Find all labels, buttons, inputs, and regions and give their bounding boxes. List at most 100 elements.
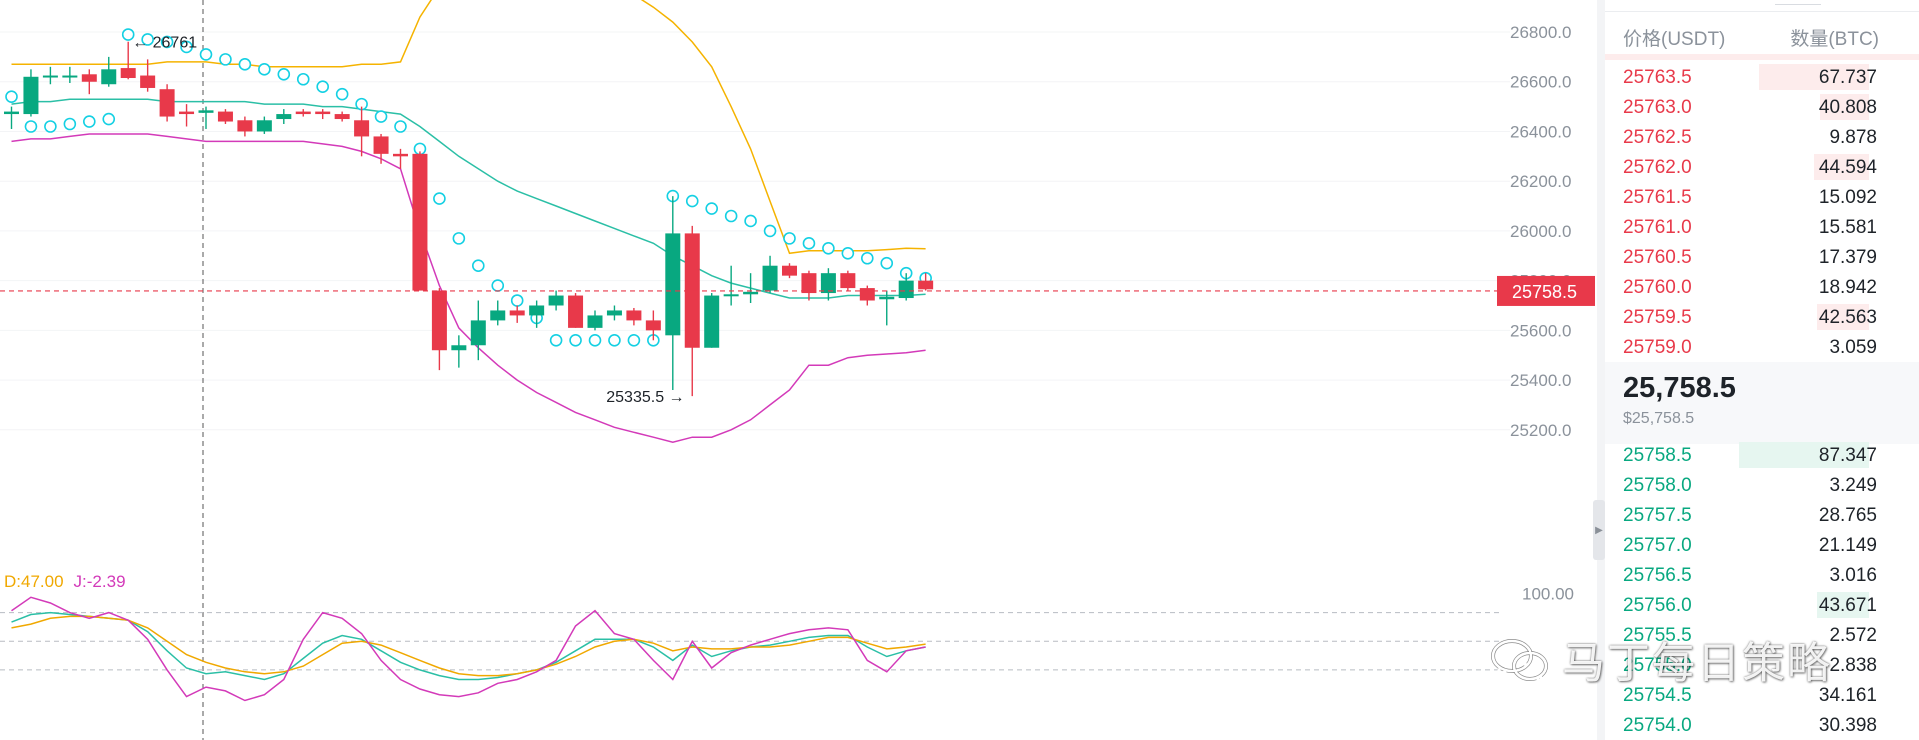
sar-point [141, 33, 154, 46]
candlestick-chart[interactable]: 26800.026600.026400.026200.026000.025800… [0, 0, 1605, 740]
candle [587, 310, 603, 331]
sar-point [841, 246, 855, 260]
ask-row[interactable]: 25761.0 15.581 [1605, 212, 1919, 242]
ask-row[interactable]: 25760.0 18.942 [1605, 272, 1919, 302]
depth-bar [1819, 94, 1869, 120]
watermark-text: 马丁每日策略 [1562, 640, 1832, 688]
candle [859, 285, 875, 306]
bid-row[interactable]: 25756.5 3.016 [1605, 560, 1919, 590]
ask-quantity: 18.942 [1818, 277, 1877, 298]
sar-point [608, 333, 621, 347]
order-book-header: 价格(USDT) 数量(BTC) [1605, 16, 1919, 52]
sar-point [860, 251, 874, 265]
wechat-icon [1491, 639, 1548, 684]
quantity-column-header: 数量(BTC) [1790, 29, 1879, 50]
candle-body [684, 233, 700, 348]
ask-quantity: 15.092 [1818, 187, 1877, 208]
candle-body [840, 273, 856, 289]
candle-body [81, 74, 97, 82]
depth-bar [1817, 592, 1869, 618]
kdj-j-value: J:-2.39 [73, 572, 126, 591]
candle-body [743, 291, 759, 295]
candle-body [587, 315, 603, 328]
last-price-usd: $25,758.5 [1623, 410, 1695, 427]
bid-row[interactable]: 25756.0 43.671 [1605, 590, 1919, 620]
candle-body [704, 295, 720, 348]
candle-body [101, 69, 117, 85]
sar-point [471, 259, 485, 273]
last-price-panel: 25,758.5 $25,758.5 [1605, 362, 1919, 444]
ask-row[interactable]: 25759.5 42.563 [1605, 302, 1919, 332]
candle [626, 307, 642, 326]
ask-price: 25760.0 [1623, 277, 1692, 298]
candle [237, 116, 253, 137]
sar-point [452, 232, 466, 245]
kdj-d-value: D:47.00 [4, 572, 64, 591]
bid-row[interactable]: 25757.0 21.149 [1605, 530, 1919, 560]
bid-row[interactable]: 25754.5 34.161 [1605, 680, 1919, 710]
ask-row[interactable]: 25759.0 3.059 [1605, 332, 1919, 362]
candle-body [879, 296, 895, 300]
ask-row[interactable]: 25763.5 67.737 [1605, 62, 1919, 92]
sar-point [374, 110, 388, 123]
candle [840, 270, 856, 291]
kdj-reference-lines [0, 612, 1500, 671]
price-column-header: 价格(USDT) [1623, 29, 1726, 50]
candle-body [62, 75, 78, 78]
candle-body [782, 265, 797, 276]
candle-body [568, 295, 584, 328]
bid-row[interactable]: 25755.5 2.572 [1605, 620, 1919, 650]
candle-body [4, 111, 19, 115]
candle [393, 148, 408, 169]
ask-row[interactable]: 25762.5 9.878 [1605, 122, 1919, 152]
bid-row[interactable]: 25758.0 3.249 [1605, 470, 1919, 500]
candle [801, 270, 817, 301]
candle [490, 300, 506, 326]
sar-point [724, 209, 738, 223]
y-tick-label: 26400.0 [1510, 122, 1571, 141]
bid-quantity: 28.765 [1818, 505, 1877, 526]
ask-row[interactable]: 25760.5 17.379 [1605, 242, 1919, 272]
candle-body [237, 120, 253, 132]
candle [373, 133, 389, 164]
candle-body [412, 153, 428, 291]
y-tick-label: 26200.0 [1510, 172, 1571, 191]
tab-indicator [1775, 4, 1821, 5]
kdj-legend: D:47.00 J:-2.39 [4, 572, 126, 592]
ask-row[interactable]: 25761.5 15.092 [1605, 182, 1919, 212]
bid-quantity: 34.161 [1818, 685, 1877, 706]
candles [4, 41, 934, 397]
collapse-panel-button[interactable]: ▶ [1593, 500, 1605, 560]
ask-price: 25761.5 [1623, 187, 1692, 208]
candle [529, 300, 545, 328]
candle-body [918, 280, 934, 290]
candle-body [606, 310, 622, 316]
candle [509, 305, 525, 323]
candle-body [548, 295, 564, 306]
candle-body [859, 288, 875, 301]
ask-row[interactable]: 25762.0 44.594 [1605, 152, 1919, 182]
ask-quantity: 3.059 [1829, 337, 1877, 358]
bid-row[interactable]: 25757.5 28.765 [1605, 500, 1919, 530]
candle-body [23, 76, 39, 115]
ask-row[interactable]: 25763.0 40.808 [1605, 92, 1919, 122]
chevron-right-icon: ▶ [1595, 524, 1603, 536]
candle [743, 273, 759, 304]
sar-point [180, 40, 193, 54]
parabolic-sar [5, 28, 932, 347]
current-price-tag [1497, 275, 1595, 306]
y-tick-label: 25400.0 [1510, 371, 1571, 390]
ask-price: 25761.0 [1623, 217, 1692, 238]
depth-bar [1758, 64, 1869, 90]
candle [879, 290, 895, 326]
sar-point [394, 120, 407, 133]
chart-area[interactable]: 26800.026600.026400.026200.026000.025800… [0, 0, 1605, 740]
candle [723, 265, 739, 306]
candle [295, 109, 311, 117]
bid-quantity: 21.149 [1818, 535, 1877, 556]
bid-row[interactable]: 25755.0 2.838 [1605, 650, 1919, 680]
panel-divider [1597, 0, 1605, 740]
bid-row[interactable]: 25754.0 30.398 [1605, 710, 1919, 740]
bid-row[interactable]: 25758.5 87.347 [1605, 440, 1919, 470]
candle-body [645, 320, 661, 331]
